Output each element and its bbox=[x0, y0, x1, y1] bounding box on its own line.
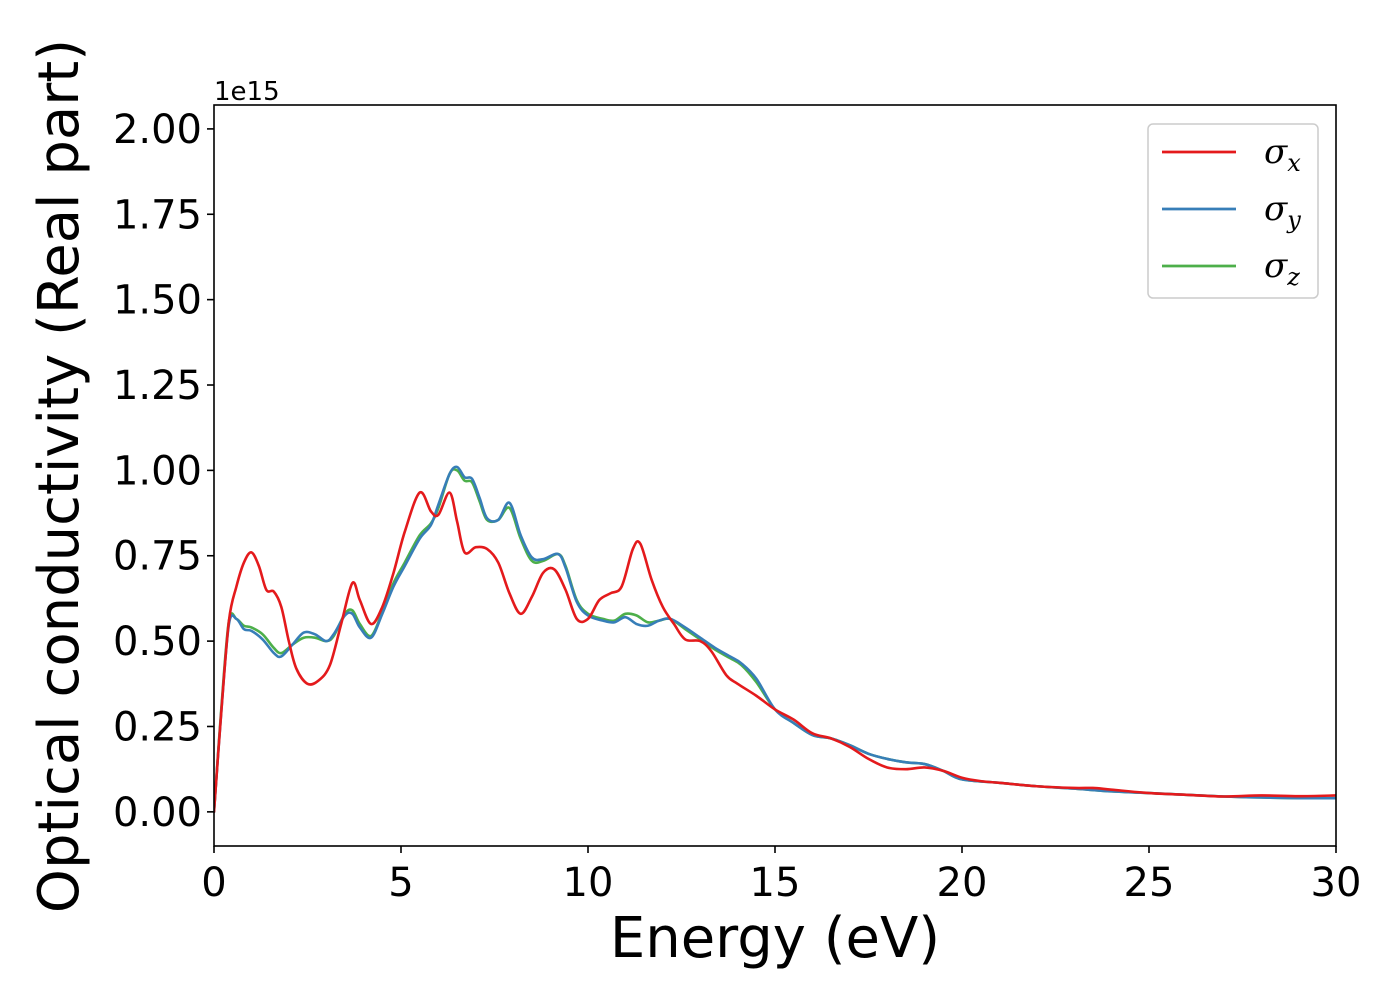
y-tick-label: 2.00 bbox=[113, 107, 202, 153]
y-tick-label: 0.50 bbox=[113, 619, 202, 665]
x-tick-label: 25 bbox=[1124, 860, 1175, 906]
series-layer bbox=[214, 465, 1336, 814]
x-tick-label: 30 bbox=[1311, 860, 1362, 906]
x-axis-ticks: 0 5 10 15 20 25 30 bbox=[201, 846, 1361, 906]
y-tick-label: 0.75 bbox=[113, 534, 202, 580]
y-tick-label: 1.00 bbox=[113, 448, 202, 494]
x-tick-label: 5 bbox=[388, 860, 413, 906]
y-tick-label: 0.00 bbox=[113, 790, 202, 836]
legend-label-x: σx bbox=[1264, 132, 1301, 177]
x-tick-label: 20 bbox=[937, 860, 988, 906]
y-axis-ticks: 0.00 0.25 0.50 0.75 1.00 1.25 1.50 1.75 2.00 bbox=[113, 107, 214, 836]
series-line-x bbox=[214, 490, 1336, 814]
y-axis-label: Optical conductivity (Real part) bbox=[27, 39, 92, 913]
y-tick-label: 1.50 bbox=[113, 278, 202, 324]
x-axis-label: Energy (eV) bbox=[610, 906, 940, 971]
x-tick-label: 0 bbox=[201, 860, 226, 906]
y-axis-offset-label: 1e15 bbox=[214, 77, 280, 107]
y-tick-label: 0.25 bbox=[113, 704, 202, 750]
series-line-z bbox=[214, 468, 1336, 814]
legend-label-z: σz bbox=[1264, 246, 1300, 291]
x-tick-label: 15 bbox=[750, 860, 801, 906]
x-tick-label: 10 bbox=[563, 860, 614, 906]
y-tick-label: 1.25 bbox=[113, 363, 202, 409]
legend-box bbox=[1147, 123, 1319, 299]
y-tick-label: 1.75 bbox=[113, 192, 202, 238]
series-line-y bbox=[214, 465, 1336, 814]
legend-label-y: σy bbox=[1264, 189, 1301, 234]
legend: σx σy σz bbox=[1147, 123, 1319, 299]
